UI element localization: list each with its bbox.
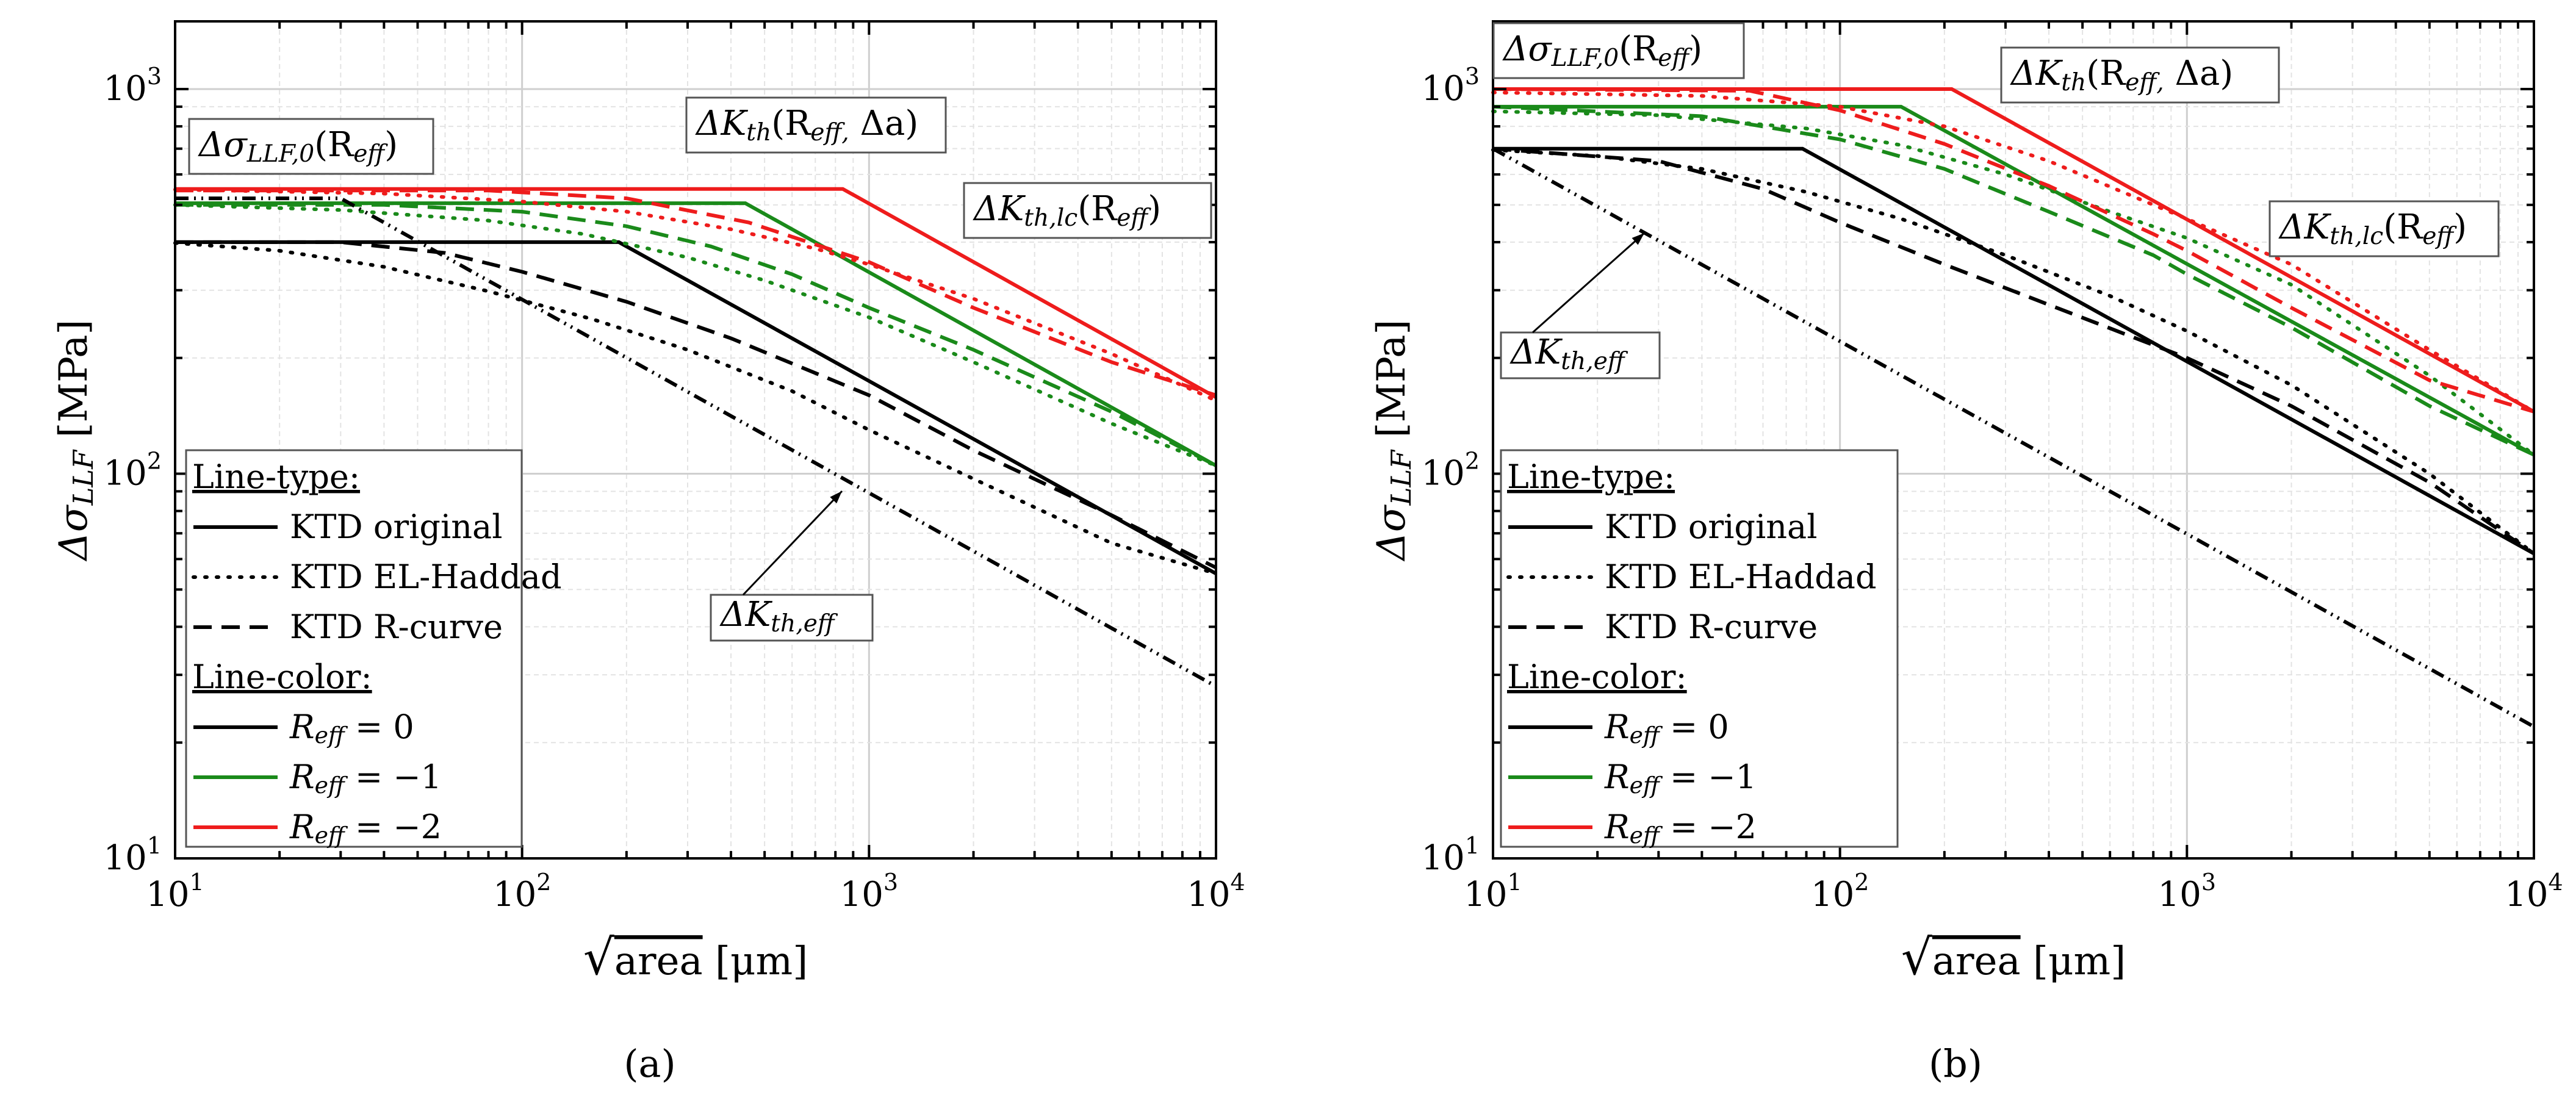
series-line-0 [1493,146,2535,556]
annotation-box [963,182,1212,239]
annotation-text: ΔKth,lc(Reff) [973,189,1161,232]
chart-panel-a: 101 102 103 104 101 102 103 √area [μm] ΔσLLF [MP… [51,20,1245,986]
legend-title-line-color: Line-color: [192,658,372,696]
annotation-2: ΔKth,lc(Reff) [2268,200,2500,257]
x-tick-label: 102 [1811,869,1869,914]
x-tick-label: 102 [493,869,551,914]
legend-label: KTD original [290,508,503,546]
legend-label: Reff = −2 [289,808,442,849]
series-line-2 [175,187,1217,399]
annotation-text: ΔKth(Reff, Δa) [695,104,918,146]
y-tick-label: 102 [1422,448,1480,494]
legend-label: Reff = 0 [1604,708,1729,749]
annotation-0: ΔσLLF,0(Reff) [188,118,434,175]
legend-title-line-type: Line-type: [1507,458,1675,496]
x-tick-label: 103 [2158,869,2216,914]
legend-label: KTD original [1605,508,1818,546]
series-line-7 [1492,104,2535,457]
annotation-0: ΔσLLF,0(Reff) [1492,22,1745,79]
y-axis-label: ΔσLLF [MPa] [1369,320,1417,562]
annotation-arrow [1532,232,1645,334]
legend: Line-type: KTD original KTD EL-Haddad KTD R… [185,449,562,849]
legend-label: Reff = −2 [1604,808,1757,849]
legend-label: KTD R-curve [1605,608,1818,646]
annotation-1: ΔKth(Reff, Δa) [685,96,947,154]
y-tick-label: 103 [1422,63,1480,109]
x-tick-label: 101 [1464,869,1522,914]
legend-label: KTD EL-Haddad [1605,558,1877,596]
annotation-text: ΔσLLF,0(Reff) [1502,29,1702,72]
legend-box [1500,449,1899,848]
x-axis-label: √area [μm] [583,929,808,986]
legend-label: Reff = −1 [289,758,442,799]
legend: Line-type: KTD original KTD EL-Haddad KTD R… [1500,449,1899,849]
series-line-3 [173,241,1218,576]
arrow-head-icon [830,491,842,504]
series-line-4 [173,203,1218,468]
legend-title-line-color: Line-color: [1507,658,1687,696]
series-line-1 [1493,104,2535,457]
legend-label: KTD EL-Haddad [290,558,562,596]
series-line-8 [1492,87,2535,414]
x-tick-label: 104 [2505,869,2563,914]
annotation-text: ΔσLLF,0(Reff) [198,125,398,168]
legend-box [185,449,523,848]
series-line-9 [1492,147,2535,728]
x-tick-label: 101 [146,869,204,914]
plot-frame [174,20,1217,860]
y-tick-label: 102 [104,448,162,494]
annotation-2: ΔKth,lc(Reff) [963,182,1212,239]
annotation-3: ΔKth,eff [1500,232,1661,379]
legend-title-line-type: Line-type: [192,458,360,496]
panel-label-a: (a) [624,1041,675,1086]
y-axis-label: ΔσLLF [MPa] [51,320,99,562]
annotation-text: ΔKth,eff [1509,332,1628,375]
series-line-5 [1491,90,2536,414]
annotation-box [685,96,947,154]
series-line-1 [175,201,1217,467]
annotation-box [2000,46,2280,104]
annotation-box [1492,22,1745,79]
annotation-1: ΔKth(Reff, Δa) [2000,46,2280,104]
y-tick-label: 101 [104,832,162,878]
panel-label-b: (b) [1929,1041,1982,1086]
legend-label: Reff = −1 [1604,758,1757,799]
series-line-4 [1491,109,2536,457]
x-axis-label: √area [μm] [1901,929,2126,986]
y-tick-label: 101 [1422,832,1480,878]
x-tick-label: 103 [840,869,898,914]
legend-label: KTD R-curve [290,608,503,646]
annotation-arrow [742,490,843,596]
y-tick-label: 103 [104,63,162,109]
x-tick-label: 104 [1187,869,1245,914]
plot-frame [1492,20,2535,860]
series-line-5 [173,187,1218,403]
annotation-text: ΔKth,eff [719,595,838,638]
annotation-box [710,594,874,642]
legend-label: Reff = 0 [289,708,414,749]
annotation-box [1500,331,1661,379]
series-line-6 [175,240,1217,570]
chart-panel-b: 101 102 103 104 101 102 103 √area [μm] ΔσLLF [MP… [1369,20,2563,986]
annotation-box [188,118,434,175]
series-line-8 [175,189,1217,397]
arrow-head-icon [1632,233,1644,245]
annotation-text: ΔKth,lc(Reff) [2278,207,2467,250]
annotation-text: ΔKth(Reff, Δa) [2010,54,2233,96]
annotation-3: ΔKth,eff [710,490,874,642]
annotation-box [2268,200,2500,257]
series-line-7 [175,203,1217,467]
